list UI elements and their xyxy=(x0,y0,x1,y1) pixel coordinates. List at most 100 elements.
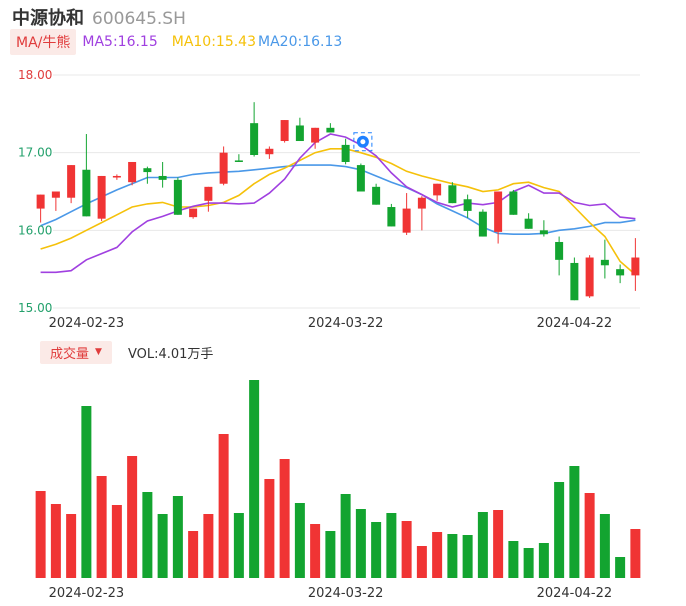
candle xyxy=(356,163,365,192)
candle xyxy=(204,186,213,212)
candle xyxy=(616,264,625,284)
candle xyxy=(219,146,228,186)
stock-code: 600645.SH xyxy=(92,9,186,29)
volume-bar xyxy=(340,494,351,578)
ma20-line xyxy=(40,164,636,235)
marker-frame xyxy=(353,132,373,152)
ma5-label: MA5:16.15 xyxy=(82,34,158,50)
price-tick-label: 18.00 xyxy=(18,68,52,82)
ma-legend: MA/牛熊 MA5:16.15 MA10:15.43 MA20:16.13 xyxy=(10,29,342,55)
price-tick-label: 15.00 xyxy=(18,301,52,315)
volume-bar xyxy=(599,514,610,578)
volume-date-tick-label: 2024-03-22 xyxy=(308,586,384,601)
candle xyxy=(82,134,91,217)
candle-body xyxy=(311,127,320,143)
ma-mode-selector[interactable]: MA/牛熊 xyxy=(10,29,77,55)
candle xyxy=(372,183,381,205)
volume-bar xyxy=(310,524,321,578)
candle-body xyxy=(326,127,335,133)
candle xyxy=(97,175,106,222)
volume-bar xyxy=(538,543,549,578)
stock-name: 中源协和 xyxy=(12,8,84,29)
volume-mode-selector[interactable]: 成交量 ▼ xyxy=(40,340,112,364)
candle xyxy=(600,239,609,279)
volume-bar xyxy=(218,434,229,578)
grid-lines xyxy=(53,74,640,309)
candle xyxy=(631,238,640,291)
candle-body xyxy=(189,208,198,218)
candle-body xyxy=(524,218,533,229)
candle-body xyxy=(112,175,121,178)
volume-bar xyxy=(66,514,77,578)
volume-bar xyxy=(523,548,534,578)
volume-bar xyxy=(157,514,168,578)
volume-bar xyxy=(35,491,46,578)
candle xyxy=(433,183,442,201)
candle-body xyxy=(280,120,289,142)
volume-bar xyxy=(630,529,641,578)
candle xyxy=(112,174,121,180)
volume-bar xyxy=(569,466,580,578)
candle-body xyxy=(478,211,487,237)
volume-bar xyxy=(615,557,626,578)
candle xyxy=(402,193,411,235)
volume-bar xyxy=(325,531,336,578)
volume-bar xyxy=(416,546,427,578)
candle xyxy=(173,177,182,215)
date-tick-label: 2024-02-23 xyxy=(49,316,125,331)
volume-bar xyxy=(508,541,519,578)
candle xyxy=(539,220,548,237)
candle xyxy=(341,138,350,165)
volume-bar xyxy=(203,514,214,578)
candle-body xyxy=(372,186,381,205)
volume-bar xyxy=(371,522,382,578)
candle xyxy=(463,194,472,218)
candle xyxy=(448,182,457,204)
candle xyxy=(128,161,137,186)
ma-lines xyxy=(40,133,636,276)
date-tick-label: 2024-04-22 xyxy=(537,316,613,331)
candle-body xyxy=(631,257,640,276)
volume-bar xyxy=(401,521,412,578)
candle-body xyxy=(265,148,274,155)
candle xyxy=(158,161,167,188)
volume-bar xyxy=(355,509,366,578)
candle-body xyxy=(219,152,228,184)
candle xyxy=(585,255,594,298)
volume-bar xyxy=(81,406,92,578)
volume-bar xyxy=(386,513,397,578)
date-tick-label: 2024-03-22 xyxy=(308,316,384,331)
volume-bar xyxy=(264,479,275,578)
volume-date-tick-label: 2024-04-22 xyxy=(537,586,613,601)
candle xyxy=(265,146,274,159)
volume-bar xyxy=(584,493,595,578)
volume-legend: 成交量 ▼ VOL:4.01万手 xyxy=(40,340,213,364)
candle-body xyxy=(555,241,564,260)
candle-body xyxy=(494,191,503,232)
ma10-line xyxy=(40,148,636,276)
candle xyxy=(555,236,564,276)
candle-body xyxy=(158,175,167,180)
volume-bar xyxy=(432,532,443,578)
candle-body xyxy=(402,208,411,233)
volume-bar xyxy=(477,512,488,578)
candle-body xyxy=(295,125,304,142)
candle xyxy=(387,203,396,227)
caret-down-icon: ▼ xyxy=(95,347,102,357)
candle-body xyxy=(143,168,152,173)
candle xyxy=(280,120,289,143)
candle-body xyxy=(97,175,106,219)
candle xyxy=(494,191,503,244)
candle-body xyxy=(417,197,426,209)
candle-body xyxy=(36,194,45,209)
candle xyxy=(311,127,320,149)
volume-bar xyxy=(188,531,199,578)
ma5-line xyxy=(40,133,636,274)
volume-date-axis: 2024-02-23 2024-03-22 2024-04-22 xyxy=(49,586,613,601)
volume-bar xyxy=(249,380,260,578)
candle-body xyxy=(616,269,625,276)
candle-body xyxy=(509,191,518,215)
candle-body xyxy=(585,257,594,297)
candle xyxy=(509,189,518,215)
